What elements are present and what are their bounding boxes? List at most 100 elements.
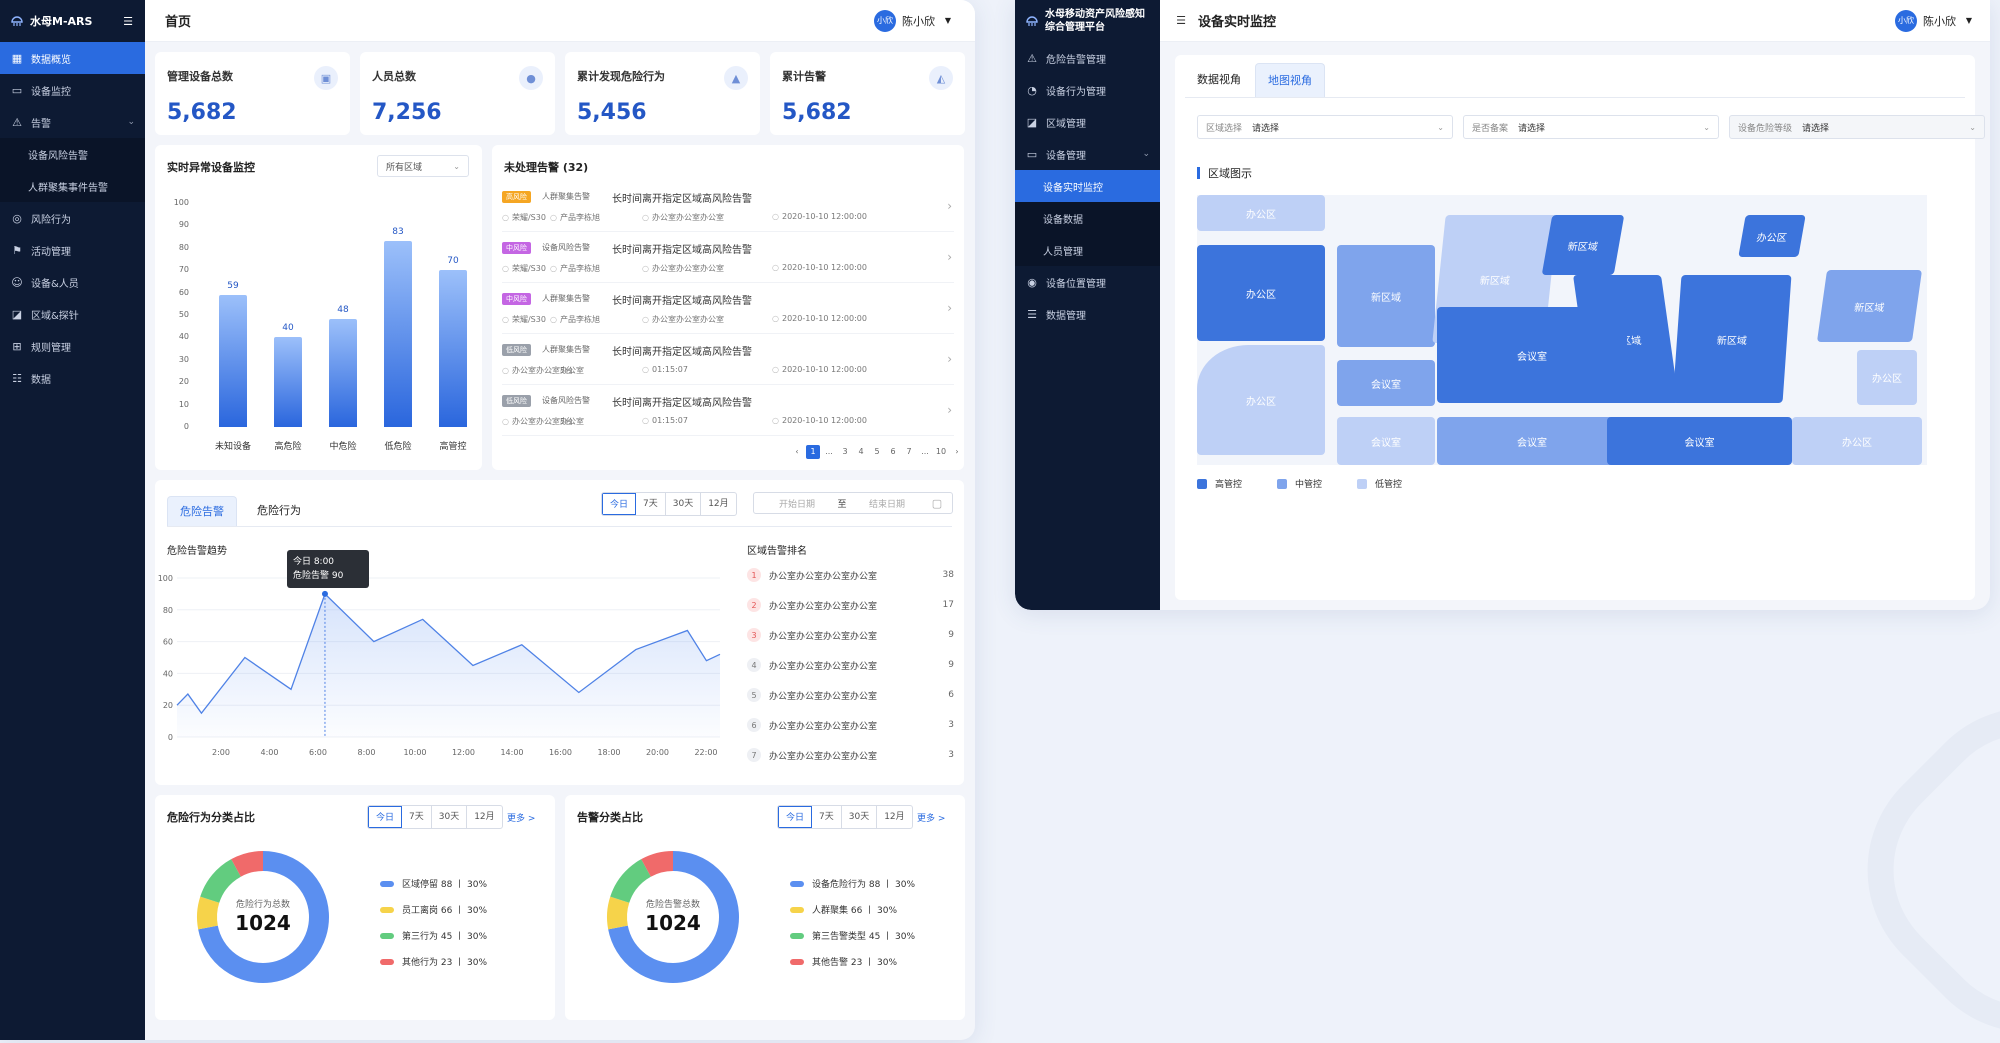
menu-collapse-icon[interactable]: ☰	[123, 14, 133, 28]
filter-select[interactable]: 是否备案 请选择 ⌄	[1463, 115, 1719, 139]
y-tick-label: 70	[178, 265, 189, 275]
map-zone[interactable]: 办公区	[1792, 417, 1922, 465]
y-tick-label: 30	[178, 354, 189, 364]
map-zone[interactable]: 会议室	[1437, 417, 1627, 465]
user-menu[interactable]: 小欣 陈小欣 ▼	[1895, 9, 1976, 32]
tab-1[interactable]: 危险行为	[257, 504, 301, 517]
menu-collapse-icon[interactable]: ☰	[1176, 14, 1186, 27]
sidebar-item-6[interactable]: ⚑ 活动管理	[0, 234, 145, 266]
flag-icon: ⚑	[12, 243, 22, 257]
sidebar-item-4[interactable]: 设备实时监控	[1015, 170, 1160, 202]
rank-badge: 4	[747, 658, 761, 672]
filter-select[interactable]: 区域选择 请选择 ⌄	[1197, 115, 1453, 139]
range-3[interactable]: 12月	[708, 499, 729, 509]
page-1[interactable]: 1	[806, 445, 820, 459]
donut-chart	[197, 851, 329, 983]
map-zone[interactable]: 办公区	[1738, 215, 1806, 257]
user-menu[interactable]: 小欣 陈小欣 ▼	[874, 9, 955, 32]
alert-meta-text: 产品李栋旭	[559, 264, 600, 273]
map-zone[interactable]: 办公区	[1197, 345, 1325, 455]
page-4[interactable]: 4	[858, 447, 864, 456]
alert-meta-text: 产品李栋旭	[559, 213, 600, 222]
page-3[interactable]: 3	[842, 447, 848, 456]
more-link[interactable]: 更多 >	[507, 814, 536, 824]
sidebar-item-7[interactable]: ◉ 设备位置管理	[1015, 266, 1160, 298]
alert-meta-text: 办公室办公室办公室	[511, 417, 584, 426]
sidebar-item-0[interactable]: ⚠ 危险告警管理	[1015, 42, 1160, 74]
x-tick-label: 8:00	[358, 748, 376, 757]
range-0[interactable]: 今日	[778, 806, 813, 828]
range-1[interactable]: 7天	[636, 493, 666, 515]
sidebar-item-7[interactable]: ☺ 设备&人员	[0, 266, 145, 298]
page-...[interactable]: ...	[921, 447, 929, 456]
page-10[interactable]: 10	[935, 447, 947, 456]
legend-swatch	[380, 880, 394, 887]
range-2[interactable]: 30天	[842, 806, 878, 828]
area-filter-select[interactable]: 所有区域 ⌄	[377, 155, 469, 177]
monitor-icon: ▭	[11, 83, 23, 97]
device-icon: ▣	[314, 66, 338, 90]
range-2[interactable]: 30天	[666, 493, 702, 515]
sidebar-item-3[interactable]: ▭ 设备管理 ⌄	[1015, 138, 1160, 170]
alert-meta: ○ 2020-10-10 12:00:00	[772, 314, 867, 323]
prev-page-icon[interactable]: ‹	[795, 447, 799, 456]
alert-item[interactable]: 高风险 人群聚集告警 长时间离开指定区域高风险告警 ○ 荣耀/S30 ○ 产品李栋旭 ○ 办公室…	[502, 181, 954, 232]
map-zone[interactable]: 会议室	[1337, 360, 1435, 406]
map-zone[interactable]: 办公区	[1197, 195, 1325, 231]
map-zone[interactable]: 办公区	[1197, 245, 1325, 341]
date-range-picker[interactable]: 开始日期 至 结束日期 ▢	[753, 492, 953, 514]
sidebar-item-0[interactable]: ▦ 数据概览	[0, 42, 145, 74]
filter-select[interactable]: 设备危险等级 请选择 ⌄	[1729, 115, 1985, 139]
tab-1[interactable]: 地图视角	[1255, 63, 1325, 97]
range-0[interactable]: 今日	[368, 806, 403, 828]
range-1[interactable]: 7天	[402, 806, 432, 828]
sidebar-item-10[interactable]: ☷ 数据	[0, 362, 145, 394]
page-...[interactable]: ...	[825, 447, 833, 456]
alert-item[interactable]: 中风险 人群聚集告警 长时间离开指定区域高风险告警 ○ 荣耀/S30 ○ 产品李栋旭 ○ 办公室…	[502, 283, 954, 334]
map-zone[interactable]: 新区域	[1541, 215, 1625, 275]
range-0[interactable]: 今日	[602, 493, 637, 515]
alert-item[interactable]: 低风险 设备风险告警 长时间离开指定区域高风险告警 ○ 办公室办公室办公室 ○ 5台 ○ 01:…	[502, 385, 954, 436]
sidebar-item-2[interactable]: ◪ 区域管理	[1015, 106, 1160, 138]
map-zone[interactable]: 会议室	[1607, 417, 1792, 465]
tab-0[interactable]: 数据视角	[1197, 73, 1241, 86]
sidebar-item-8[interactable]: ☰ 数据管理	[1015, 298, 1160, 330]
page-5[interactable]: 5	[874, 447, 880, 456]
sidebar-item-1[interactable]: ▭ 设备监控	[0, 74, 145, 106]
line-chart: 0 20 40 60 80 100 2:00 4:00 6:00 8:00 10:00 12:00 14…	[155, 480, 725, 785]
map-zone[interactable]: 会议室	[1337, 417, 1435, 465]
sidebar-item-1[interactable]: ◔ 设备行为管理	[1015, 74, 1160, 106]
map-zone[interactable]: 新区域	[1337, 245, 1435, 347]
range-1[interactable]: 7天	[812, 806, 842, 828]
sidebar-item-5[interactable]: 设备数据	[1015, 202, 1160, 234]
y-tick-label: 0	[168, 733, 173, 742]
sidebar-item-9[interactable]: ⊞ 规则管理	[0, 330, 145, 362]
tab-0[interactable]: 危险告警	[167, 496, 237, 526]
range-2[interactable]: 30天	[432, 806, 468, 828]
legend-label: 人群聚集 66 丨 30%	[812, 906, 898, 916]
sidebar-item-4[interactable]: 人群聚集事件告警	[0, 170, 145, 202]
sidebar-item-8[interactable]: ◪ 区域&探针	[0, 298, 145, 330]
range-3[interactable]: 12月	[474, 812, 495, 822]
sidebar-item-5[interactable]: ◎ 风险行为	[0, 202, 145, 234]
legend-swatch	[1197, 478, 1207, 489]
alert-item[interactable]: 低风险 人群聚集告警 长时间离开指定区域高风险告警 ○ 办公室办公室办公室 ○ 5台 ○ 01:…	[502, 334, 954, 385]
next-page-icon[interactable]: ›	[955, 447, 959, 456]
sidebar-item-3[interactable]: 设备风险告警	[0, 138, 145, 170]
page-7[interactable]: 7	[906, 447, 912, 456]
page-6[interactable]: 6	[890, 447, 896, 456]
map-zone[interactable]: 新区域	[1816, 270, 1923, 342]
alert-item[interactable]: 中风险 设备风险告警 长时间离开指定区域高风险告警 ○ 荣耀/S30 ○ 产品李栋旭 ○ 办公室…	[502, 232, 954, 283]
stat-value: 5,456	[577, 100, 647, 125]
sidebar-item-6[interactable]: 人员管理	[1015, 234, 1160, 266]
more-link[interactable]: 更多 >	[917, 814, 946, 824]
map-zone[interactable]: 办公区	[1857, 350, 1917, 405]
sidebar-item-2[interactable]: ⚠ 告警 ⌄	[0, 106, 145, 138]
tab-divider	[167, 526, 952, 527]
legend-swatch	[380, 932, 394, 939]
bar-中危险	[329, 319, 357, 427]
map-zone[interactable]: 新区域	[1672, 275, 1792, 403]
panel-title: 未处理告警 (32)	[504, 161, 589, 174]
range-3[interactable]: 12月	[884, 812, 905, 822]
map-zone[interactable]: 会议室	[1437, 307, 1627, 403]
